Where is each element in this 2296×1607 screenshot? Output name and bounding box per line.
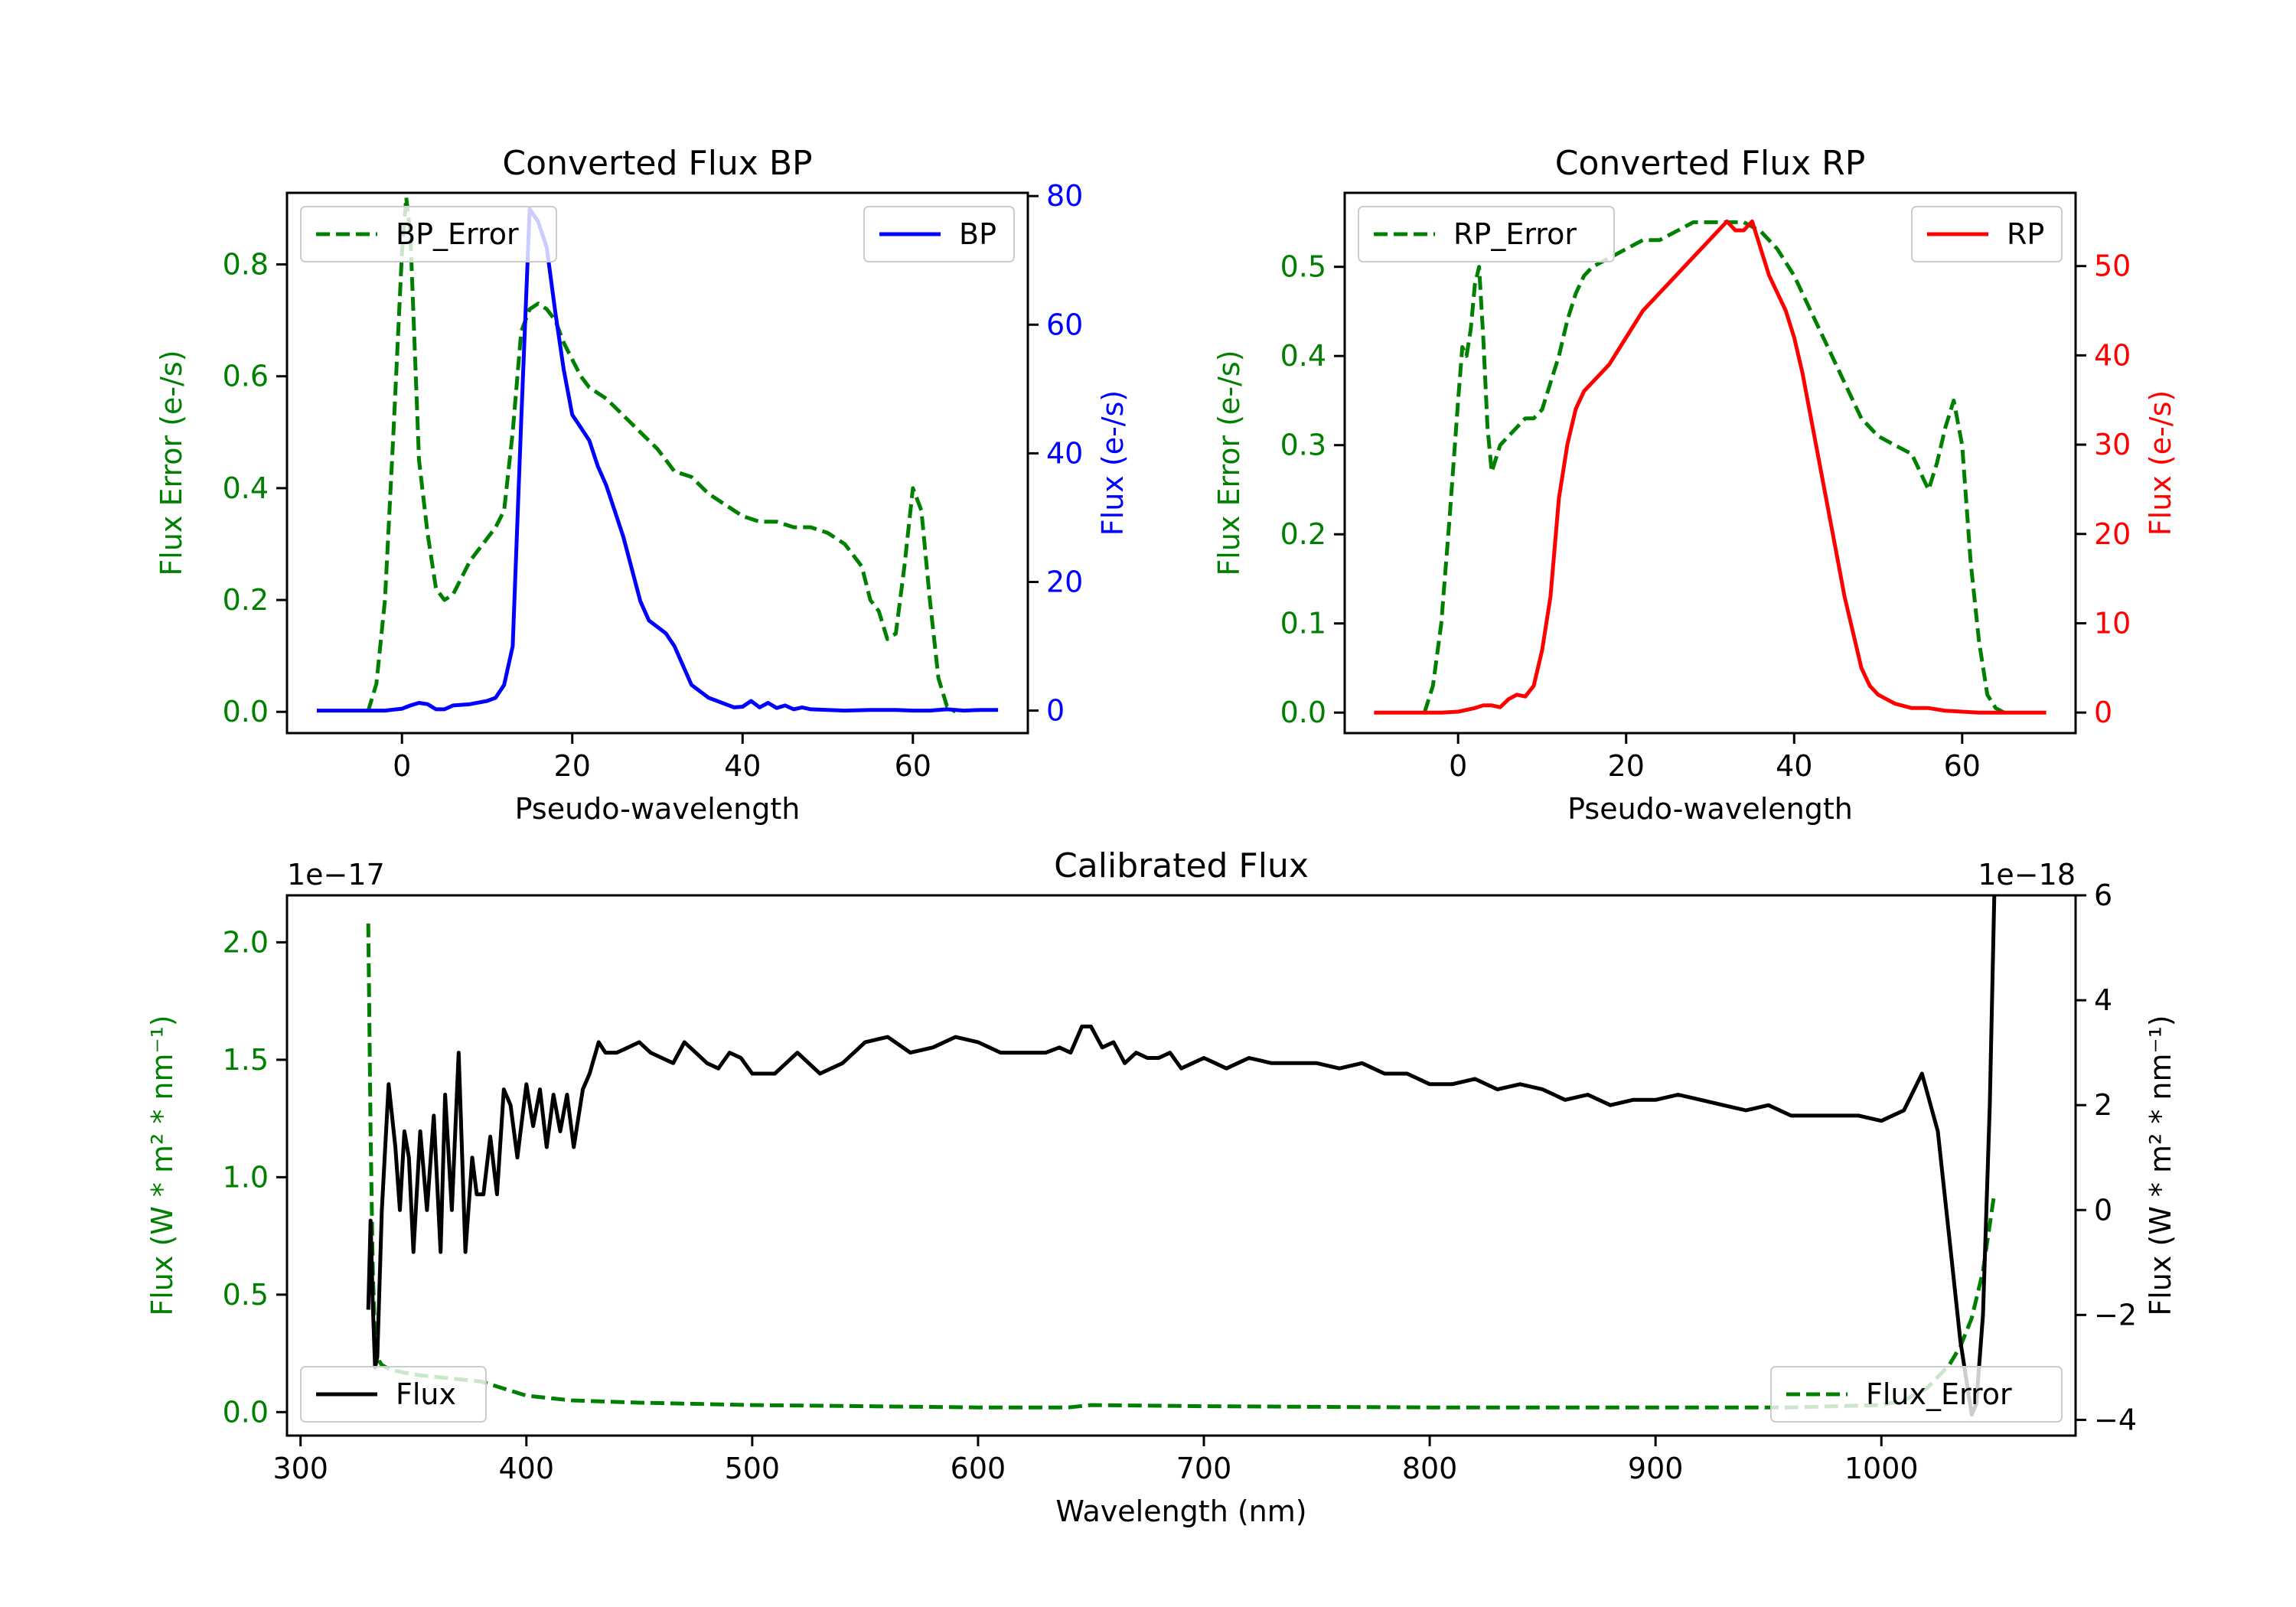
flux-error-legend-box	[1770, 1366, 2063, 1423]
bp-flux-legend-label: BP	[959, 217, 996, 251]
bp-error-series-line	[366, 195, 957, 714]
rp-right-axis-label: Flux (e-/s)	[2144, 390, 2177, 536]
calibrated-panel: Calibrated Flux Wavelength (nm) Flux (W …	[145, 846, 2177, 1528]
rp-right-y-tick-label: 40	[2094, 338, 2131, 372]
rp-error-legend-box	[1358, 206, 1615, 262]
bp-left-axis-label: Flux Error (e-/s)	[155, 350, 188, 575]
cal-x-tick-label: 800	[1402, 1452, 1458, 1485]
bp-left-y-tick-label: 0.8	[223, 248, 269, 282]
rp-title: Converted Flux RP	[1555, 144, 1866, 183]
cal-x-tick-label: 500	[725, 1452, 781, 1485]
calibrated-left-offset-label: 1e−17	[287, 858, 385, 892]
cal-left-y-tick-label: 1.0	[223, 1160, 269, 1194]
rp-left-y-tick-label: 0.2	[1280, 517, 1326, 551]
cal-x-tick-label: 600	[951, 1452, 1006, 1485]
cal-x-tick-label: 1000	[1844, 1452, 1919, 1485]
bp-x-axis-label: Pseudo-wavelength	[515, 792, 801, 826]
bp-left-y-tick-label: 0.4	[223, 471, 269, 505]
calibrated-right-offset-label: 1e−18	[1978, 858, 2076, 892]
rp-right-y-tick-label: 50	[2094, 249, 2131, 283]
bp-right-y-tick-label: 40	[1046, 436, 1083, 470]
cal-right-y-tick-label: −2	[2094, 1298, 2137, 1332]
bp-right-y-tick-label: 0	[1046, 694, 1065, 728]
cal-right-y-tick-label: 2	[2094, 1088, 2112, 1122]
bp-left-y-tick-label: 0.0	[223, 695, 269, 729]
rp-right-y-tick-label: 10	[2094, 606, 2131, 640]
bp-x-tick-label: 40	[724, 749, 761, 783]
bp-panel: Converted Flux BP Pseudo-wavelength Flux…	[155, 144, 1130, 826]
rp-series-group	[1374, 219, 2047, 715]
bp-right-y-tick-label: 20	[1046, 565, 1083, 598]
cal-right-y-tick-label: 0	[2094, 1193, 2112, 1227]
bp-series-line	[316, 207, 999, 713]
rp-x-axis-label: Pseudo-wavelength	[1567, 792, 1853, 826]
rp-x-tick-label: 40	[1776, 749, 1812, 783]
cal-left-y-tick-label: 2.0	[223, 925, 269, 959]
cal-x-tick-label: 700	[1176, 1452, 1232, 1485]
rp-error-series-line	[1422, 220, 2005, 715]
rp-left-y-tick-label: 0.1	[1280, 607, 1326, 641]
flux-series-line	[366, 895, 1997, 1417]
rp-left-y-tick-label: 0.5	[1280, 250, 1326, 284]
rp-left-axis-label: Flux Error (e-/s)	[1212, 350, 1246, 575]
cal-right-y-tick-label: 6	[2094, 878, 2112, 912]
bp-x-tick-label: 60	[895, 749, 931, 783]
bp-left-y-tick-label: 0.2	[223, 583, 269, 617]
flux-error-legend: Flux_Error	[1770, 1366, 2063, 1423]
cal-right-y-tick-label: 4	[2094, 983, 2112, 1017]
rp-right-y-tick-label: 20	[2094, 517, 2131, 551]
flux-legend-label: Flux	[396, 1377, 456, 1411]
cal-right-y-tick-label: −4	[2094, 1403, 2137, 1436]
bp-right-y-tick-label: 60	[1046, 308, 1083, 341]
rp-error-legend: RP_Error	[1358, 206, 1615, 262]
bp-x-tick-label: 20	[554, 749, 591, 783]
flux-legend-box	[300, 1366, 487, 1423]
bp-series-group	[316, 195, 999, 714]
cal-x-tick-label: 400	[499, 1452, 555, 1485]
cal-x-tick-label: 300	[272, 1452, 328, 1485]
rp-x-tick-label: 20	[1608, 749, 1645, 783]
bp-left-y-tick-label: 0.6	[223, 360, 269, 393]
flux-error-legend-label: Flux_Error	[1866, 1377, 2012, 1411]
rp-x-tick-label: 60	[1944, 749, 1981, 783]
rp-left-y-tick-label: 0.3	[1280, 429, 1326, 462]
calibrated-right-axis-label: Flux (W * m² * nm⁻¹)	[2144, 1015, 2177, 1315]
rp-axes-frame	[1343, 191, 2077, 735]
cal-left-y-tick-label: 0.5	[223, 1278, 269, 1312]
bp-title: Converted Flux BP	[502, 144, 812, 183]
rp-series-line	[1374, 219, 2047, 715]
rp-error-legend-label: RP_Error	[1453, 217, 1577, 251]
calibrated-x-axis-label: Wavelength (nm)	[1055, 1495, 1306, 1528]
cal-left-y-tick-label: 0.0	[223, 1395, 269, 1429]
flux-legend: Flux	[300, 1366, 487, 1423]
rp-left-y-tick-label: 0.4	[1280, 339, 1326, 373]
bp-flux-legend: BP	[863, 206, 1015, 262]
rp-flux-legend-label: RP	[2007, 217, 2044, 251]
rp-right-y-tick-label: 0	[2094, 696, 2112, 729]
rp-panel: Converted Flux RP Pseudo-wavelength Flux…	[1212, 144, 2177, 826]
cal-axes-frame	[285, 894, 2077, 1437]
bp-axes-frame	[285, 191, 1029, 735]
bp-x-tick-label: 0	[393, 749, 411, 783]
cal-left-y-tick-label: 1.5	[223, 1043, 269, 1077]
rp-x-tick-label: 0	[1449, 749, 1467, 783]
rp-right-y-tick-label: 30	[2094, 428, 2131, 461]
calibrated-title: Calibrated Flux	[1054, 846, 1309, 885]
rp-flux-legend: RP	[1911, 206, 2063, 262]
calibrated-left-axis-label: Flux (W * m² * nm⁻¹)	[145, 1015, 179, 1315]
bp-right-axis-label: Flux (e-/s)	[1096, 390, 1130, 536]
bp-error-legend: BP_Error	[300, 206, 557, 262]
bp-error-legend-label: BP_Error	[396, 217, 519, 251]
cal-x-tick-label: 900	[1628, 1452, 1684, 1485]
rp-left-y-tick-label: 0.0	[1280, 696, 1326, 729]
bp-right-y-tick-label: 80	[1046, 179, 1083, 213]
bp-error-legend-box	[300, 206, 557, 262]
